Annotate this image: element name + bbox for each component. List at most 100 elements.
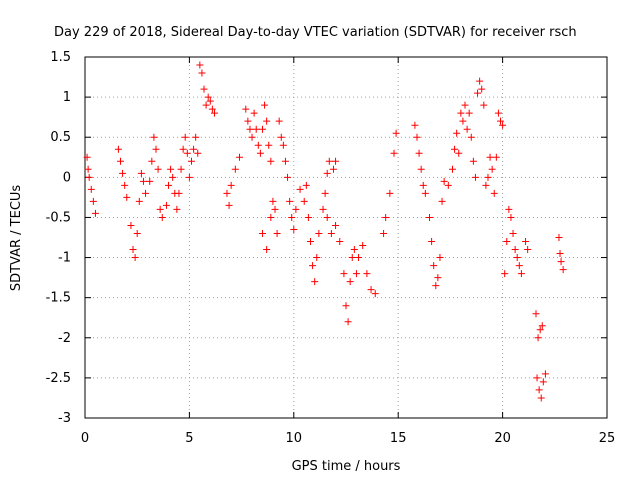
data-point	[541, 370, 549, 378]
data-point	[246, 125, 254, 133]
data-point	[421, 189, 429, 197]
data-points	[83, 61, 567, 402]
data-point	[448, 165, 456, 173]
data-point	[284, 173, 292, 181]
y-tick-label: 0	[63, 170, 71, 185]
data-point	[392, 129, 400, 137]
data-point	[532, 310, 540, 318]
data-point	[537, 394, 545, 402]
data-point	[419, 181, 427, 189]
data-point	[139, 177, 147, 185]
data-point	[538, 322, 546, 330]
data-point	[311, 278, 319, 286]
data-point	[258, 229, 266, 237]
data-point	[417, 165, 425, 173]
data-point	[319, 205, 327, 213]
data-point	[501, 270, 509, 278]
data-point	[461, 101, 469, 109]
data-point	[279, 141, 287, 149]
x-tick-label: 10	[286, 431, 303, 446]
x-axis-label: GPS time / hours	[292, 459, 401, 474]
data-point	[223, 189, 231, 197]
data-point	[85, 173, 93, 181]
data-point	[181, 133, 189, 141]
data-point	[329, 165, 337, 173]
y-tick-label: 1.5	[50, 50, 71, 65]
data-point	[534, 334, 542, 342]
y-tick-label: -2.5	[46, 371, 71, 386]
data-point	[133, 229, 141, 237]
data-point	[524, 246, 532, 254]
data-point	[307, 238, 315, 246]
data-point	[304, 213, 312, 221]
data-point	[371, 290, 379, 298]
data-point	[177, 165, 185, 173]
data-point	[556, 250, 564, 258]
data-point	[323, 213, 331, 221]
data-point	[309, 262, 317, 270]
data-point	[244, 117, 252, 125]
data-point	[292, 205, 300, 213]
data-point	[273, 229, 281, 237]
data-point	[557, 258, 565, 266]
data-point	[471, 173, 479, 181]
data-point	[511, 246, 519, 254]
data-point	[499, 121, 507, 129]
data-point	[367, 286, 375, 294]
data-point	[256, 149, 264, 157]
data-point	[198, 69, 206, 77]
data-point	[467, 133, 475, 141]
data-point	[390, 149, 398, 157]
data-point	[173, 205, 181, 213]
data-point	[83, 153, 91, 161]
grid-lines	[85, 57, 607, 418]
data-point	[265, 141, 273, 149]
y-tick-label: -1	[58, 251, 71, 266]
data-point	[179, 145, 187, 153]
data-point	[505, 205, 513, 213]
data-point	[185, 173, 193, 181]
y-axis-label: SDTVAR / TECUs	[9, 185, 24, 292]
data-point	[258, 125, 266, 133]
data-point	[348, 254, 356, 262]
data-point	[474, 89, 482, 97]
data-point	[411, 121, 419, 129]
data-point	[494, 109, 502, 117]
data-point	[242, 105, 250, 113]
data-point	[167, 165, 175, 173]
data-point	[559, 266, 567, 274]
data-point	[321, 189, 329, 197]
data-point	[225, 201, 233, 209]
data-point	[148, 157, 156, 165]
data-point	[121, 181, 129, 189]
data-point	[492, 153, 500, 161]
data-point	[277, 133, 285, 141]
data-point	[428, 238, 436, 246]
data-point	[513, 254, 521, 262]
data-point	[323, 169, 331, 177]
data-point	[426, 213, 434, 221]
data-point	[350, 246, 358, 254]
data-point	[325, 157, 333, 165]
data-point	[444, 181, 452, 189]
data-point	[478, 85, 486, 93]
data-point	[332, 221, 340, 229]
data-point	[263, 117, 271, 125]
data-point	[116, 157, 124, 165]
y-tick-label: -1.5	[46, 291, 71, 306]
data-point	[91, 209, 99, 217]
x-tick-label: 5	[185, 431, 193, 446]
data-point	[336, 238, 344, 246]
data-point	[453, 129, 461, 137]
data-point	[137, 169, 145, 177]
data-point	[175, 189, 183, 197]
data-point	[296, 185, 304, 193]
data-point	[194, 149, 202, 157]
chart-title: Day 229 of 2018, Sidereal Day-to-day VTE…	[54, 25, 577, 40]
plot-frame	[84, 56, 608, 419]
data-point	[535, 386, 543, 394]
y-tick-label: -3	[58, 411, 71, 426]
data-point	[271, 205, 279, 213]
data-point	[142, 189, 150, 197]
data-point	[440, 177, 448, 185]
